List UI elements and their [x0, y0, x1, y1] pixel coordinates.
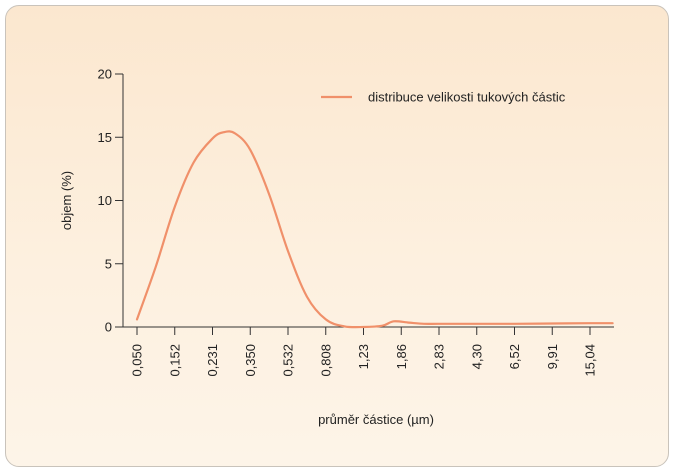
x-tick-label: 6,52 [507, 344, 522, 369]
x-tick-label: 9,91 [545, 344, 560, 369]
x-tick-label: 1,86 [394, 344, 409, 369]
y-axis-title: objem (%) [59, 171, 74, 230]
x-tick-label: 15,04 [583, 344, 598, 377]
legend-label: distribuce velikosti tukových částic [368, 90, 566, 105]
y-tick-label: 5 [105, 256, 112, 271]
y-tick-label: 15 [98, 130, 112, 145]
x-tick-label: 4,30 [469, 344, 484, 369]
x-tick-label: 2,83 [432, 344, 447, 369]
y-tick-label: 20 [98, 67, 112, 82]
chart-panel [5, 5, 669, 467]
x-tick-label: 0,532 [281, 344, 296, 377]
x-tick-label: 0,050 [130, 344, 145, 377]
x-tick-label: 0,152 [167, 344, 182, 377]
x-axis-title: průměr částice (µm) [318, 412, 434, 427]
x-tick-label: 0,231 [205, 344, 220, 377]
x-tick-label: 1,23 [356, 344, 371, 369]
series-line-0 [135, 130, 614, 329]
y-tick-label: 10 [98, 193, 112, 208]
y-tick-label: 0 [105, 320, 112, 335]
x-tick-label: 0,808 [318, 344, 333, 377]
x-tick-label: 0,350 [243, 344, 258, 377]
